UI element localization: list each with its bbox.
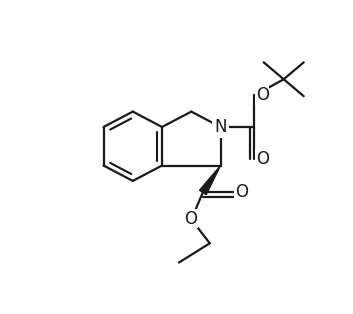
Text: O: O	[256, 86, 269, 105]
Text: O: O	[256, 149, 269, 168]
Text: O: O	[184, 210, 197, 228]
Text: N: N	[214, 118, 227, 136]
Text: O: O	[235, 183, 248, 202]
Polygon shape	[199, 165, 221, 195]
